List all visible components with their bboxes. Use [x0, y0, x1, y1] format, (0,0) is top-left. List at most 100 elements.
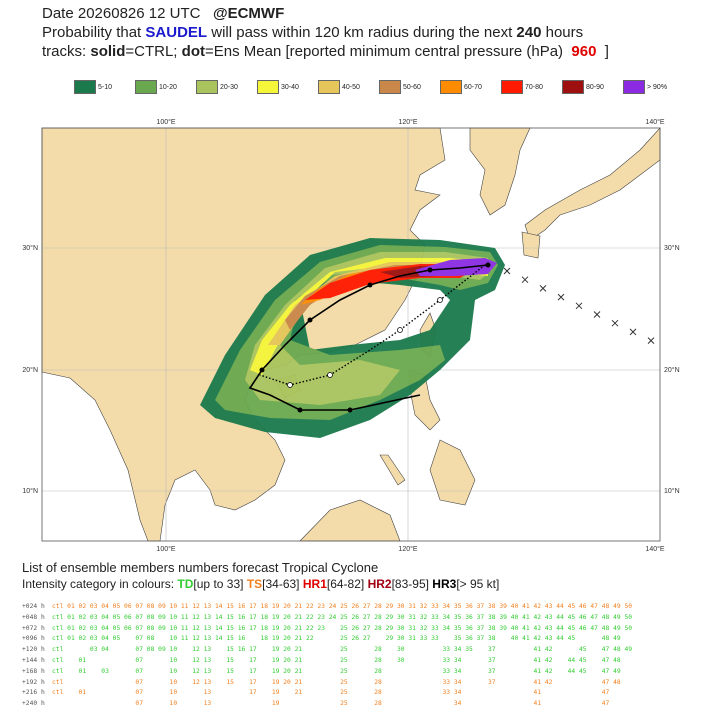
lat-label: 20°N — [664, 366, 680, 374]
legend-item: 50-60 — [379, 80, 440, 94]
cross — [557, 293, 565, 301]
table-row: +048 h ctl 01 02 03 04 05 06 07 08 09 10 … — [22, 613, 632, 624]
legend-item: 60-70 — [440, 80, 501, 94]
observed-track — [503, 267, 655, 344]
intensity-line: Intensity category in colours: TD[up to … — [22, 577, 499, 591]
lead-time: +168 h — [22, 667, 45, 675]
lon-label: 100°E — [156, 118, 175, 126]
lat-label: 30°N — [22, 244, 38, 252]
legend-label: 50-60 — [403, 83, 421, 91]
legend-label: 40-50 — [342, 83, 360, 91]
hours: 240 — [516, 24, 542, 41]
date: Date 20260826 12 UTC — [42, 5, 201, 22]
legend-item: 10-20 — [135, 80, 196, 94]
members: ctl 01 07 10 13 17 19 21 25 28 33 34 41 … — [52, 689, 610, 697]
legend-label: 5-10 — [98, 83, 113, 91]
text: Probability that — [42, 24, 142, 41]
kyushu — [521, 231, 541, 259]
header-line-1: Date 20260826 12 UTC @ECMWF — [42, 5, 284, 22]
storm-name: SAUDEL — [145, 24, 208, 41]
ens-mean-points — [287, 297, 443, 388]
lead-time: +072 h — [22, 624, 45, 632]
members: ctl 01 07 10 12 13 15 17 19 20 21 25 28 … — [52, 656, 621, 664]
cross — [575, 302, 583, 310]
text: =CTRL; — [125, 43, 178, 60]
solid: solid — [90, 43, 126, 60]
track-point — [287, 382, 293, 388]
lat-label: 20°N — [22, 366, 38, 374]
category-range: [83-95] — [391, 577, 429, 591]
lead-time: +216 h — [22, 689, 45, 697]
legend-swatch — [196, 80, 218, 94]
category-name: HR3 — [432, 577, 457, 591]
lat-label: 10°N — [664, 487, 680, 495]
table-row: +168 h ctl 01 03 07 10 12 13 15 17 19 20 … — [22, 667, 632, 678]
cross — [629, 328, 637, 336]
legend-swatch — [318, 80, 340, 94]
legend-swatch — [135, 80, 157, 94]
text: =Ens Mean [reported minimum central pres… — [204, 43, 564, 60]
lon-label: 140°E — [645, 545, 664, 553]
cross — [647, 337, 655, 344]
table-row: +120 h ctl 03 04 07 08 09 10 12 13 15 16 … — [22, 645, 632, 656]
korea — [469, 127, 531, 216]
source: @ECMWF — [212, 5, 285, 22]
legend-item: > 90% — [623, 80, 684, 94]
legend-item: 30-40 — [257, 80, 318, 94]
table-row: +240 h 07 10 13 19 25 28 34 41 47 — [22, 699, 632, 710]
legend-swatch — [623, 80, 645, 94]
category-name: HR2 — [367, 577, 392, 591]
cross — [503, 267, 511, 275]
table-row: +192 h ctl 07 10 12 13 15 17 19 20 21 25 … — [22, 678, 632, 689]
pressure: 960 — [571, 43, 597, 60]
track-point — [327, 372, 333, 378]
lon-label: 120°E — [398, 118, 417, 126]
cross — [539, 285, 547, 292]
legend: 5-10 10-20 20-30 30-40 40-50 50-60 60-70 70-80 8… — [74, 80, 684, 94]
table-row: +096 h ctl 01 02 03 04 05 07 08 10 11 12 … — [22, 634, 632, 645]
category-name: TD — [177, 577, 194, 591]
table-row: +072 h ctl 01 02 03 04 05 06 07 08 09 10 … — [22, 624, 632, 635]
table-row: +144 h ctl 01 07 10 12 13 15 17 19 20 21 … — [22, 656, 632, 667]
legend-label: 80-90 — [586, 83, 604, 91]
lead-time: +096 h — [22, 635, 45, 643]
lead-time: +024 h — [22, 603, 45, 610]
mindanao — [429, 439, 476, 506]
lead-time: +240 h — [22, 700, 45, 708]
track-point — [367, 282, 373, 288]
track-point — [259, 367, 265, 373]
lead-time: +192 h — [22, 678, 45, 686]
legend-swatch — [74, 80, 96, 94]
cross — [611, 319, 619, 327]
category-name: TS — [246, 577, 263, 591]
legend-item: 80-90 — [562, 80, 623, 94]
text: tracks: — [42, 43, 87, 60]
members: ctl 01 02 03 04 05 06 07 08 09 10 11 12 … — [52, 603, 633, 610]
legend-item: 40-50 — [318, 80, 379, 94]
track-point — [297, 407, 303, 413]
members: ctl 01 02 03 04 05 06 07 08 09 10 11 12 … — [52, 613, 633, 621]
text: Intensity category in colours: — [22, 577, 175, 591]
text: hours — [545, 24, 584, 41]
text: ] — [604, 43, 609, 60]
category-range: [64-82] — [326, 577, 365, 591]
lon-label: 140°E — [645, 118, 664, 126]
category-range: [34-63] — [262, 577, 300, 591]
track-point — [485, 262, 491, 268]
cross — [521, 276, 529, 284]
members: ctl 01 02 03 04 05 06 07 08 09 10 11 12 … — [52, 624, 633, 632]
category-range: [up to 33] — [193, 577, 244, 591]
legend-label: 10-20 — [159, 83, 177, 91]
track-point — [307, 317, 313, 323]
lon-label: 120°E — [398, 545, 417, 553]
track-point — [437, 297, 443, 303]
text: will pass within 120 km radius during th… — [211, 24, 513, 41]
member-table: +024 h ctl 01 02 03 04 05 06 07 08 09 10 … — [22, 602, 632, 710]
track-point — [427, 267, 433, 273]
dot: dot — [181, 43, 205, 60]
legend-swatch — [257, 80, 279, 94]
header-line-3: tracks: solid=CTRL; dot=Ens Mean [report… — [42, 43, 609, 60]
legend-swatch — [501, 80, 523, 94]
legend-item: 20-30 — [196, 80, 257, 94]
